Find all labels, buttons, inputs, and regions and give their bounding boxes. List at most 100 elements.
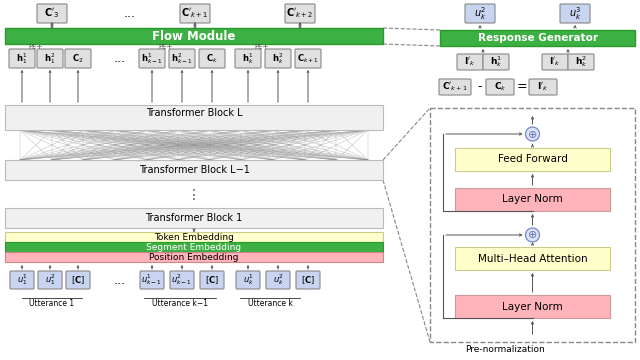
Text: $[\mathbf{C}]$: $[\mathbf{C}]$ (71, 274, 85, 286)
Text: $\mathbf{C}'_{k+1}$: $\mathbf{C}'_{k+1}$ (181, 6, 209, 21)
Text: $\oplus$: $\oplus$ (527, 129, 538, 139)
FancyBboxPatch shape (285, 4, 315, 23)
FancyBboxPatch shape (37, 4, 67, 23)
Text: PE+: PE+ (255, 44, 269, 50)
FancyBboxPatch shape (296, 271, 320, 289)
Text: Token Embedding: Token Embedding (154, 233, 234, 242)
Bar (5, 232, 383, 242)
FancyBboxPatch shape (199, 49, 225, 68)
Text: Feed Forward: Feed Forward (497, 154, 568, 165)
Bar (5, 28, 383, 44)
Bar (5, 160, 383, 180)
Text: Utterance 1: Utterance 1 (29, 298, 75, 307)
FancyBboxPatch shape (529, 79, 557, 95)
Text: $[\mathbf{C}]$: $[\mathbf{C}]$ (205, 274, 219, 286)
Text: $u^2_1$: $u^2_1$ (45, 273, 56, 287)
FancyBboxPatch shape (139, 49, 165, 68)
Text: $\mathbf{h}^1_1$: $\mathbf{h}^1_1$ (17, 51, 28, 66)
Text: Response Generator: Response Generator (477, 33, 598, 43)
Text: $u^1_{k-1}$: $u^1_{k-1}$ (141, 273, 163, 287)
Text: Multi–Head Attention: Multi–Head Attention (477, 253, 588, 264)
Text: $\mathbf{h}^1_k$: $\mathbf{h}^1_k$ (242, 51, 254, 66)
FancyBboxPatch shape (170, 271, 194, 289)
Bar (455, 148, 610, 171)
Text: $\mathbf{h}^2_{k-1}$: $\mathbf{h}^2_{k-1}$ (171, 51, 193, 66)
FancyBboxPatch shape (235, 49, 261, 68)
FancyBboxPatch shape (140, 271, 164, 289)
Text: $u^2_k$: $u^2_k$ (273, 273, 284, 287)
FancyBboxPatch shape (169, 49, 195, 68)
FancyBboxPatch shape (65, 49, 91, 68)
Text: $u^1_1$: $u^1_1$ (17, 273, 28, 287)
Text: ⋮: ⋮ (187, 188, 201, 202)
Text: $\mathbf{h}^2_k$: $\mathbf{h}^2_k$ (272, 51, 284, 66)
Text: $u^2_{k-1}$: $u^2_{k-1}$ (172, 273, 193, 287)
Text: $\mathbf{C}_{k+1}$: $\mathbf{C}_{k+1}$ (297, 52, 319, 65)
Text: $\mathbf{h}^1_{k-1}$: $\mathbf{h}^1_{k-1}$ (141, 51, 163, 66)
FancyBboxPatch shape (9, 49, 35, 68)
Text: Utterance k−1: Utterance k−1 (152, 298, 208, 307)
FancyBboxPatch shape (38, 271, 62, 289)
Circle shape (525, 228, 540, 242)
Bar (5, 105, 383, 130)
FancyBboxPatch shape (560, 4, 590, 23)
Text: Layer Norm: Layer Norm (502, 194, 563, 204)
Text: $\mathbf{h}^1_k$: $\mathbf{h}^1_k$ (490, 54, 502, 69)
Text: ...: ... (124, 7, 136, 20)
FancyBboxPatch shape (200, 271, 224, 289)
Text: $u^3_k$: $u^3_k$ (569, 5, 581, 22)
Bar (5, 208, 383, 228)
FancyBboxPatch shape (457, 54, 483, 70)
Text: Utterance k: Utterance k (248, 298, 292, 307)
Text: $\mathbf{h}^2_1$: $\mathbf{h}^2_1$ (44, 51, 56, 66)
Bar (5, 242, 383, 252)
Text: $u^2_k$: $u^2_k$ (474, 5, 486, 22)
Bar (455, 188, 610, 211)
Text: $\mathbf{C}'_{k+1}$: $\mathbf{C}'_{k+1}$ (442, 81, 468, 93)
Text: $\mathbf{I}'_k$: $\mathbf{I}'_k$ (538, 81, 548, 93)
Text: $\mathbf{C}_k$: $\mathbf{C}_k$ (206, 52, 218, 65)
Bar (455, 295, 610, 318)
Text: Flow Module: Flow Module (152, 30, 236, 42)
Bar (455, 247, 610, 270)
Text: ...: ... (114, 52, 126, 65)
Text: Transformer Block 1: Transformer Block 1 (145, 213, 243, 223)
FancyBboxPatch shape (265, 49, 291, 68)
Text: $\mathbf{I}'_k$: $\mathbf{I}'_k$ (464, 56, 476, 68)
Text: =: = (516, 81, 527, 94)
FancyBboxPatch shape (295, 49, 321, 68)
Text: $\mathbf{C}_k$: $\mathbf{C}_k$ (493, 81, 506, 93)
FancyBboxPatch shape (465, 4, 495, 23)
Text: Transformer Block L−1: Transformer Block L−1 (139, 165, 250, 175)
Bar (430, 108, 635, 342)
Text: $\mathbf{C}'_3$: $\mathbf{C}'_3$ (44, 6, 60, 21)
FancyBboxPatch shape (66, 271, 90, 289)
Text: Layer Norm: Layer Norm (502, 302, 563, 311)
FancyBboxPatch shape (10, 271, 34, 289)
Text: Pre-normalization: Pre-normalization (465, 346, 545, 355)
FancyBboxPatch shape (542, 54, 568, 70)
FancyBboxPatch shape (483, 54, 509, 70)
FancyBboxPatch shape (486, 79, 514, 95)
Text: PE+: PE+ (29, 44, 43, 50)
Circle shape (525, 127, 540, 141)
FancyBboxPatch shape (236, 271, 260, 289)
Bar (440, 30, 635, 46)
FancyBboxPatch shape (180, 4, 210, 23)
Text: Transformer Block L: Transformer Block L (146, 108, 243, 118)
Text: $u^1_k$: $u^1_k$ (243, 273, 253, 287)
Text: $\oplus$: $\oplus$ (527, 230, 538, 240)
Text: Segment Embedding: Segment Embedding (147, 243, 241, 252)
Text: $\mathbf{C}_2$: $\mathbf{C}_2$ (72, 52, 84, 65)
Text: Position Embedding: Position Embedding (149, 252, 239, 261)
FancyBboxPatch shape (439, 79, 471, 95)
Text: $[\mathbf{C}]$: $[\mathbf{C}]$ (301, 274, 315, 286)
Text: ...: ... (114, 274, 126, 287)
Text: -: - (477, 81, 483, 94)
Text: PE+: PE+ (159, 44, 173, 50)
Text: $\mathbf{I}'_k$: $\mathbf{I}'_k$ (549, 56, 561, 68)
FancyBboxPatch shape (266, 271, 290, 289)
Text: $\mathbf{C}'_{k+2}$: $\mathbf{C}'_{k+2}$ (286, 6, 314, 21)
Text: $\mathbf{h}^2_k$: $\mathbf{h}^2_k$ (575, 54, 588, 69)
Bar (5, 252, 383, 262)
